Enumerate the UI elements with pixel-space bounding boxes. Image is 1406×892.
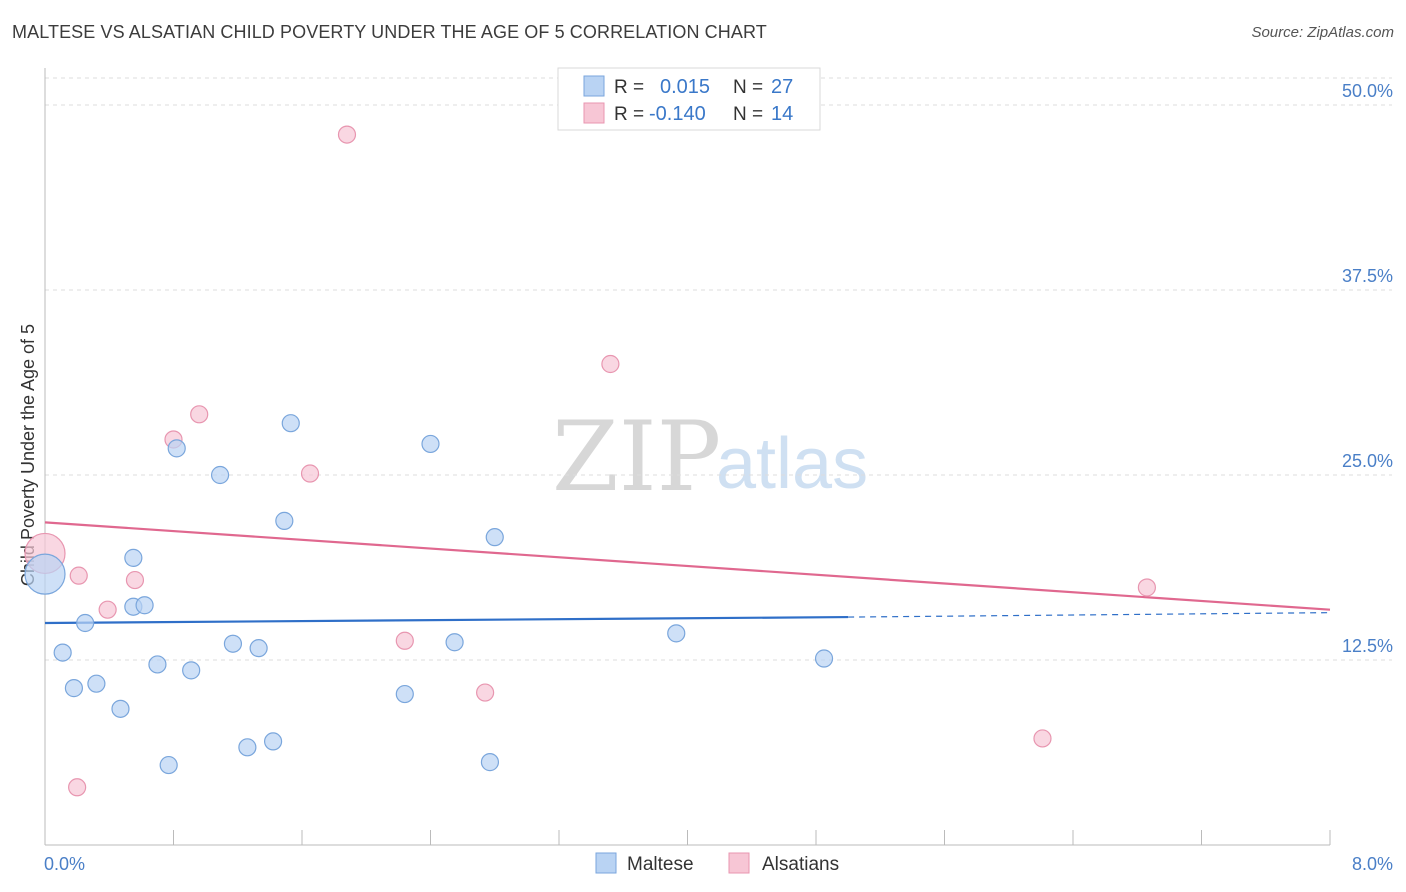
maltese-point	[24, 553, 66, 595]
maltese-point	[210, 465, 230, 485]
maltese-r-value: 0.015	[660, 76, 710, 98]
maltese-point	[263, 732, 283, 751]
alsatian-point	[1137, 578, 1156, 597]
trend-lines	[44, 521, 1331, 625]
y-tick-label: 37.5%	[1342, 266, 1393, 286]
maltese-point	[87, 674, 106, 693]
maltese-n-value: 27	[771, 76, 793, 98]
alsatian-point	[1033, 729, 1052, 748]
maltese-point	[111, 699, 130, 718]
y-tick-label: 12.5%	[1342, 636, 1393, 656]
grid	[45, 77, 1392, 661]
chart-title: MALTESE VS ALSATIAN CHILD POVERTY UNDER …	[12, 22, 767, 42]
maltese-point	[238, 738, 257, 757]
alsatian-r-label: R =	[614, 104, 644, 125]
legend-maltese-label: Maltese	[627, 854, 694, 875]
alsatian-n-label: N =	[733, 104, 763, 125]
stats-legend: R = 0.015 N = 27 R = -0.140 N = 14	[557, 67, 821, 131]
alsatian-point	[125, 570, 145, 590]
watermark-atlas: atlas	[716, 424, 868, 504]
alsatian-point	[601, 354, 620, 374]
alsatian-point	[300, 464, 320, 483]
alsatian-point	[337, 125, 357, 144]
alsatian-point	[476, 683, 495, 702]
alsatian-swatch	[583, 102, 605, 124]
alsatian-n-value: 14	[771, 103, 793, 125]
maltese-swatch	[583, 75, 605, 97]
x-tick-label-min: 0.0%	[44, 854, 85, 874]
y-tick-labels: 12.5% 25.0% 37.5% 50.0%	[1342, 81, 1393, 656]
maltese-point	[485, 528, 504, 547]
legend-alsatians-swatch	[728, 852, 750, 874]
axes	[44, 68, 1331, 846]
y-axis-title: Child Poverty Under the Age of 5	[18, 324, 38, 586]
maltese-point	[135, 596, 154, 615]
maltese-point	[53, 643, 72, 662]
y-tick-label: 25.0%	[1342, 451, 1393, 471]
y-tick-label: 50.0%	[1342, 81, 1393, 101]
maltese-point	[667, 624, 686, 643]
maltese-point	[223, 634, 243, 653]
maltese-r-label: R =	[614, 77, 644, 98]
maltese-point	[124, 548, 143, 567]
alsatian-point	[68, 778, 87, 797]
maltese-point	[421, 434, 440, 454]
maltese-point	[249, 639, 268, 658]
alsatian-point	[69, 566, 88, 585]
maltese-point	[182, 661, 201, 680]
maltese-point	[64, 679, 84, 698]
maltese-point	[148, 655, 167, 674]
x-tick-label-max: 8.0%	[1352, 854, 1393, 874]
maltese-n-label: N =	[733, 77, 763, 98]
alsatian-point	[395, 631, 414, 650]
alsatian-trend-line	[44, 521, 1331, 611]
legend-maltese-swatch	[595, 852, 617, 874]
maltese-point	[445, 633, 464, 652]
maltese-point	[395, 684, 414, 704]
maltese-point	[167, 439, 186, 458]
maltese-trend-line	[44, 615, 849, 625]
maltese-point	[480, 753, 500, 772]
maltese-point	[814, 649, 834, 668]
chart-source: Source: ZipAtlas.com	[1251, 24, 1394, 41]
maltese-point	[275, 511, 294, 530]
alsatian-point	[190, 405, 209, 424]
legend-alsatians-label: Alsatians	[762, 854, 839, 875]
data-points	[24, 125, 1156, 797]
maltese-trend-extension	[848, 612, 1331, 618]
alsatian-point	[98, 600, 117, 619]
series-legend: Maltese Alsatians	[595, 852, 839, 875]
watermark-zip: ZIP	[552, 401, 721, 513]
maltese-point	[281, 414, 300, 433]
maltese-point	[76, 613, 95, 633]
maltese-point	[159, 755, 178, 775]
alsatian-r-value: -0.140	[649, 103, 706, 125]
